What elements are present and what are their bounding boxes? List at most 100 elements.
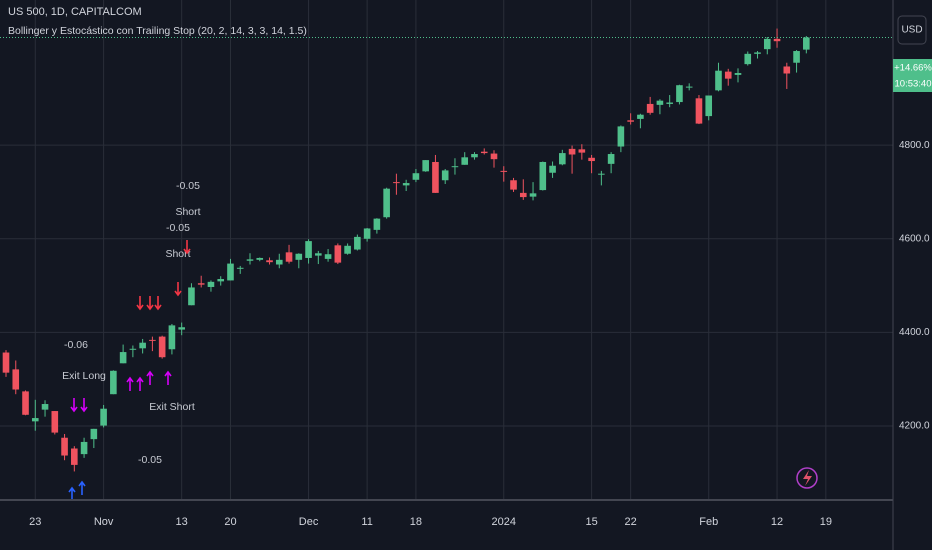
candle-body bbox=[500, 170, 508, 172]
signal-arrow bbox=[126, 376, 134, 391]
candle-body bbox=[724, 71, 732, 79]
alert-bolt[interactable] bbox=[803, 470, 812, 486]
candle-body bbox=[529, 193, 537, 197]
signal-label: Exit Long bbox=[62, 370, 106, 382]
alert-icon[interactable] bbox=[796, 467, 818, 489]
signals: -0.05 Short -0.05 Short Exit Long -0.06 Exit S… bbox=[62, 180, 201, 501]
candle-body bbox=[129, 348, 137, 350]
y-tick-label: 4800.0 bbox=[899, 140, 930, 151]
y-tick-label: 4400.0 bbox=[899, 327, 930, 338]
candle-body bbox=[637, 114, 644, 119]
candle-body bbox=[695, 98, 703, 124]
candle-body bbox=[803, 37, 810, 50]
candle-body bbox=[295, 253, 303, 260]
symbol-title: US 500, 1D, CAPITALCOM bbox=[8, 6, 142, 18]
signal-arrow bbox=[154, 296, 162, 311]
candle-body bbox=[451, 166, 459, 168]
signal-label: -0.06 bbox=[64, 339, 88, 351]
candle-body bbox=[188, 287, 195, 306]
candle-body bbox=[519, 192, 527, 198]
x-tick-label: 2024 bbox=[492, 516, 516, 528]
candle-body bbox=[539, 161, 547, 191]
y-tick-label: 4600.0 bbox=[899, 233, 930, 244]
candle-body bbox=[80, 441, 88, 455]
candle-body bbox=[734, 73, 742, 75]
signal-arrow bbox=[136, 296, 144, 311]
candle-body bbox=[607, 154, 615, 164]
candle-body bbox=[90, 428, 98, 440]
candle-body bbox=[705, 95, 713, 117]
signal-arrow bbox=[174, 282, 182, 297]
candle-body bbox=[197, 283, 205, 285]
indicator-title: Bollinger y Estocástico con Trailing Sto… bbox=[8, 25, 307, 37]
candle-body bbox=[744, 53, 752, 65]
candle-body bbox=[334, 245, 342, 263]
signal-label: -0.05 bbox=[138, 454, 162, 466]
signal-label: Exit Short bbox=[149, 401, 195, 413]
candle-body bbox=[119, 352, 127, 364]
y-tick-label: 4200.0 bbox=[899, 421, 930, 432]
signal-arrow bbox=[136, 376, 144, 391]
signal-arrow bbox=[80, 398, 88, 413]
candle-body bbox=[354, 236, 361, 250]
candle-body bbox=[510, 180, 517, 190]
candle-body bbox=[324, 254, 332, 259]
candle-body bbox=[598, 173, 605, 175]
x-tick-label: 23 bbox=[29, 516, 41, 528]
candle-body bbox=[31, 418, 39, 422]
candle-body bbox=[685, 86, 693, 88]
x-tick-label: 19 bbox=[820, 516, 832, 528]
candle-body bbox=[412, 173, 420, 180]
x-tick-label: Nov bbox=[94, 516, 114, 528]
candle-body bbox=[305, 241, 312, 258]
x-tick-label: Feb bbox=[699, 516, 718, 528]
candle-body bbox=[393, 182, 400, 184]
candle-body bbox=[149, 339, 156, 341]
candle-body bbox=[71, 448, 78, 465]
candle-body bbox=[383, 188, 390, 218]
candle-body bbox=[402, 183, 410, 186]
x-tick-label: 13 bbox=[176, 516, 188, 528]
candle-body bbox=[627, 120, 634, 122]
x-tick-label: 18 bbox=[410, 516, 422, 528]
signal-arrow bbox=[146, 296, 154, 311]
candle-body bbox=[41, 404, 49, 410]
price-badge-countdown: 10:53:40 bbox=[895, 79, 932, 90]
candle-body bbox=[490, 153, 498, 160]
candle-body bbox=[676, 85, 683, 103]
grid bbox=[0, 0, 893, 500]
signal-arrow bbox=[68, 486, 76, 501]
candle-body bbox=[773, 38, 781, 42]
candle-body bbox=[275, 259, 283, 265]
candle-body bbox=[763, 38, 771, 50]
candle-body bbox=[315, 253, 322, 256]
signal-arrow bbox=[183, 240, 191, 255]
candle-body bbox=[461, 157, 469, 165]
candle-body bbox=[22, 391, 29, 415]
candle-body bbox=[793, 51, 800, 63]
candle-body bbox=[217, 279, 225, 282]
candle-body bbox=[646, 103, 654, 113]
candle-body bbox=[110, 370, 117, 395]
candle-body bbox=[236, 267, 244, 269]
candle-body bbox=[783, 66, 791, 74]
candle-body bbox=[715, 70, 722, 91]
candle-body bbox=[656, 100, 664, 105]
candle-body bbox=[549, 165, 556, 173]
candle-body bbox=[207, 281, 215, 287]
currency-label[interactable]: USD bbox=[901, 25, 922, 36]
candle-body bbox=[168, 325, 176, 350]
candle-body bbox=[480, 151, 488, 154]
candle-body bbox=[266, 260, 273, 263]
candle-body bbox=[363, 228, 371, 239]
signal-label: Short bbox=[175, 206, 200, 218]
currency-button[interactable] bbox=[897, 15, 927, 45]
price-badge bbox=[893, 59, 932, 92]
signal-arrow bbox=[146, 370, 154, 385]
candle-body bbox=[344, 245, 351, 254]
candle-body bbox=[578, 149, 586, 153]
candle-body bbox=[158, 336, 166, 358]
candle-body bbox=[559, 153, 566, 165]
candle-body bbox=[441, 170, 449, 181]
